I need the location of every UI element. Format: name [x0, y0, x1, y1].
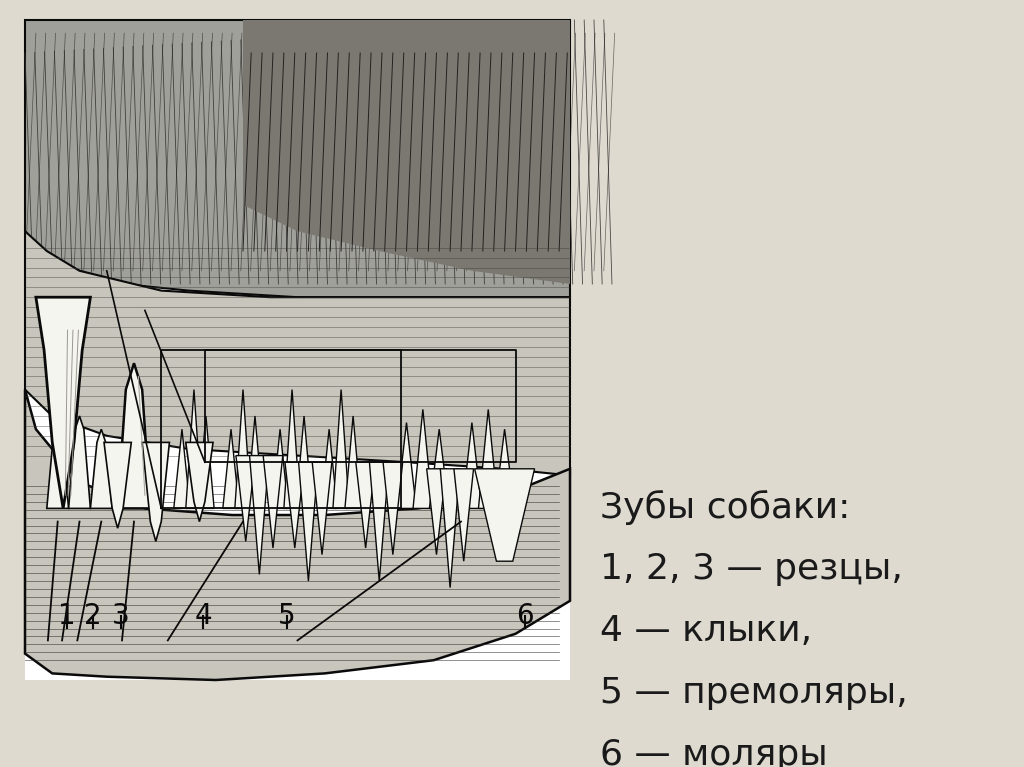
Polygon shape — [25, 390, 570, 680]
Text: 6: 6 — [516, 602, 534, 630]
Polygon shape — [299, 463, 318, 581]
Polygon shape — [223, 430, 240, 509]
Polygon shape — [312, 463, 332, 555]
Polygon shape — [475, 469, 535, 561]
Polygon shape — [174, 430, 190, 509]
Polygon shape — [272, 430, 288, 509]
Text: 1, 2, 3 — резцы,: 1, 2, 3 — резцы, — [600, 552, 903, 586]
Polygon shape — [383, 463, 402, 555]
Polygon shape — [355, 463, 376, 548]
Polygon shape — [296, 416, 312, 509]
Bar — [25, 20, 570, 680]
Polygon shape — [47, 423, 69, 509]
Polygon shape — [118, 364, 151, 509]
Polygon shape — [284, 390, 300, 509]
Polygon shape — [198, 416, 214, 509]
Polygon shape — [236, 456, 256, 542]
Text: 2: 2 — [84, 602, 101, 630]
Polygon shape — [90, 430, 113, 509]
Polygon shape — [142, 443, 169, 542]
Polygon shape — [247, 416, 263, 509]
Polygon shape — [185, 443, 213, 522]
Polygon shape — [413, 410, 433, 509]
Text: 4 — клыки,: 4 — клыки, — [600, 614, 812, 648]
Polygon shape — [454, 469, 473, 561]
Polygon shape — [185, 390, 202, 509]
Polygon shape — [263, 456, 283, 548]
Polygon shape — [321, 430, 337, 509]
Polygon shape — [234, 390, 251, 509]
Polygon shape — [333, 390, 349, 509]
Polygon shape — [462, 423, 481, 509]
Polygon shape — [250, 456, 269, 574]
Text: 5: 5 — [279, 602, 296, 630]
Polygon shape — [69, 416, 90, 509]
Polygon shape — [427, 469, 446, 555]
Polygon shape — [243, 20, 570, 284]
Polygon shape — [345, 416, 361, 509]
Polygon shape — [429, 430, 449, 509]
Text: 6 — моляры: 6 — моляры — [600, 738, 827, 767]
Polygon shape — [396, 423, 417, 509]
Polygon shape — [104, 443, 131, 528]
Polygon shape — [36, 297, 90, 509]
Text: Зубы собаки:: Зубы собаки: — [600, 490, 850, 525]
Text: 5 — премоляры,: 5 — премоляры, — [600, 676, 907, 710]
Text: 1: 1 — [58, 602, 76, 630]
Polygon shape — [25, 20, 570, 297]
Polygon shape — [285, 463, 304, 548]
Polygon shape — [440, 469, 460, 588]
Text: 4: 4 — [195, 602, 212, 630]
Text: 3: 3 — [112, 602, 130, 630]
Polygon shape — [495, 430, 514, 509]
Polygon shape — [478, 410, 498, 509]
Polygon shape — [25, 231, 570, 476]
Polygon shape — [370, 463, 389, 581]
